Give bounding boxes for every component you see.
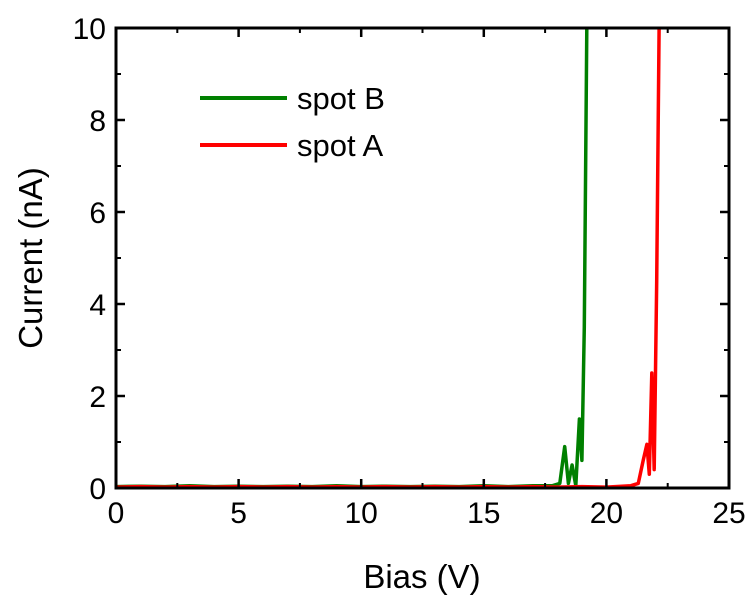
y-tick-label: 4 <box>89 289 106 322</box>
legend-label: spot B <box>297 81 385 116</box>
x-tick-label: 25 <box>712 497 745 530</box>
legend: spot B spot A <box>200 81 385 163</box>
series-line-1 <box>116 28 661 488</box>
x-tick-label: 5 <box>230 497 247 530</box>
y-tick-label: 2 <box>89 381 106 414</box>
series-layer <box>116 28 661 488</box>
x-tick-label: 20 <box>590 497 623 530</box>
y-tick-label: 8 <box>89 105 106 138</box>
x-tick-label: 15 <box>467 497 500 530</box>
x-tick-label: 0 <box>108 497 125 530</box>
legend-label: spot A <box>297 128 383 163</box>
y-axis-label: Current (nA) <box>12 167 49 349</box>
y-tick-label: 0 <box>89 473 106 506</box>
tick-layer: 0 5 10 15 20 25 0 2 4 6 8 10 <box>73 13 746 530</box>
x-tick-label: 10 <box>345 497 378 530</box>
y-tick-label: 10 <box>73 13 106 46</box>
y-tick-label: 6 <box>89 197 106 230</box>
x-axis-label: Bias (V) <box>363 558 480 595</box>
